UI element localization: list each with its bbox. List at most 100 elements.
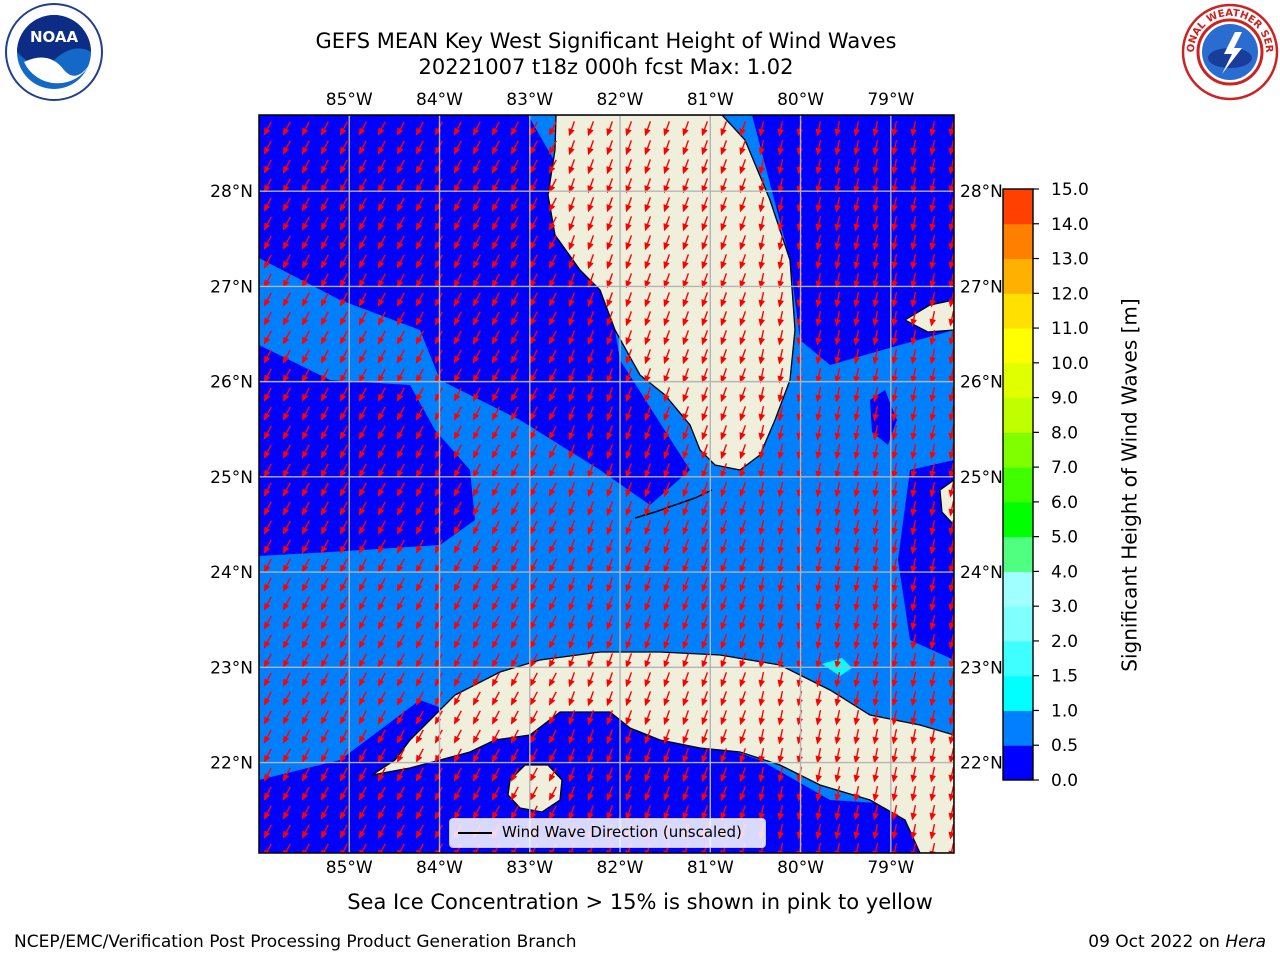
wind-arrow-head (815, 261, 822, 270)
wind-arrow-head (701, 147, 708, 156)
wind-arrow-head (548, 374, 556, 383)
wind-arrow-head (701, 489, 708, 498)
wind-arrow-head (815, 755, 822, 764)
wind-arrow-head (663, 812, 670, 821)
wind-arrow-head (491, 545, 499, 554)
wind-arrow-head (853, 223, 860, 232)
wind-arrow-head (434, 241, 442, 250)
wind-arrow-head (415, 659, 423, 668)
wind-arrow-head (568, 451, 575, 460)
wind-arrow-head (415, 507, 423, 516)
wind-arrow-head (872, 831, 879, 840)
wind-arrow-head (568, 546, 575, 555)
wind-arrow-head (358, 431, 366, 440)
wind-arrow-head (529, 260, 537, 269)
wind-arrow-head (739, 470, 746, 479)
wind-arrow-head (758, 242, 765, 251)
wind-arrow-head (682, 318, 689, 327)
colorbar-tick-label: 7.0 (1051, 458, 1078, 478)
wind-arrow-head (606, 698, 613, 707)
wind-arrow-head (529, 450, 537, 459)
wind-arrow-head (701, 375, 708, 384)
wind-arrow-head (415, 355, 423, 364)
wind-arrow-head (625, 717, 632, 726)
wind-arrow-head (644, 204, 651, 213)
wind-arrow-head (472, 374, 480, 383)
lon-tick-label-bottom: 82°W (597, 858, 644, 878)
lat-tick-label-left: 26°N (210, 373, 253, 393)
wind-arrow-head (320, 583, 328, 592)
wind-arrow-head (548, 279, 556, 288)
wind-arrow-head (644, 793, 651, 802)
wind-arrow-head (510, 792, 518, 801)
wind-arrow (398, 843, 405, 853)
wind-arrow-head (948, 812, 954, 821)
wind-arrow-head (358, 507, 366, 516)
wind-arrow-head (301, 602, 309, 611)
lon-tick-label-top: 84°W (416, 90, 463, 110)
wind-arrow-head (739, 337, 746, 346)
wind-arrow (379, 843, 386, 853)
wind-arrow-head (587, 755, 594, 764)
wind-arrow-head (377, 146, 385, 155)
wind-arrow-head (415, 184, 423, 193)
wind-arrow-head (834, 793, 841, 802)
wind-arrow-head (929, 489, 936, 498)
wind-arrow-head (872, 375, 879, 384)
wind-arrow-head (548, 203, 556, 212)
wind-arrow-head (415, 792, 423, 801)
wind-arrow-head (739, 698, 746, 707)
lon-tick-label-top: 82°W (597, 90, 644, 110)
wind-arrow-head (625, 242, 632, 251)
wind-arrow-head (758, 774, 765, 783)
wind-arrow-head (263, 488, 271, 497)
wind-arrow-head (301, 507, 309, 516)
wind-arrow-head (834, 375, 841, 384)
wind-arrow-head (644, 527, 651, 536)
wind-arrow-head (644, 299, 651, 308)
wind-arrow-head (548, 754, 556, 763)
wind-arrow-head (929, 660, 936, 669)
wind-arrow-head (872, 261, 879, 270)
wind-arrow-head (491, 374, 499, 383)
wind-arrow-head (358, 222, 366, 231)
wind-arrow-head (396, 355, 404, 364)
wind-arrow-head (948, 413, 954, 422)
wind-arrow-head (644, 565, 651, 574)
wind-arrow-head (339, 773, 347, 782)
wind-arrow-head (339, 260, 347, 269)
wind-arrow-head (606, 850, 613, 853)
wind-arrow-head (377, 469, 385, 478)
wind-arrow-head (396, 564, 404, 573)
colorbar-tick-label: 8.0 (1051, 423, 1078, 443)
wind-arrow-head (510, 412, 518, 421)
wind-arrow-head (701, 508, 708, 517)
wind-arrow-head (396, 830, 404, 839)
wind-arrow-head (472, 317, 480, 326)
wind-arrow-head (891, 451, 898, 460)
wind-arrow-head (453, 165, 461, 174)
wind-arrow-head (929, 280, 936, 289)
wind-arrow-head (282, 659, 290, 668)
wind-arrow-head (853, 679, 860, 688)
wind-arrow-head (853, 451, 860, 460)
wind-arrow-head (358, 602, 366, 611)
wind-arrow-head (377, 127, 385, 136)
wind-arrow-head (491, 184, 499, 193)
wind-arrow-head (434, 393, 442, 402)
wind-arrow-head (720, 356, 727, 365)
wind-arrow-head (815, 698, 822, 707)
wind-arrow-head (358, 488, 366, 497)
map-plot-area (259, 115, 954, 853)
wind-arrow-head (872, 717, 879, 726)
wind-arrow-head (948, 774, 954, 783)
wind-arrow-head (358, 336, 366, 345)
wind-arrow-head (815, 242, 822, 251)
wind-arrow-head (682, 603, 689, 612)
wind-arrow-head (720, 546, 727, 555)
wind-arrow-head (396, 773, 404, 782)
wind-arrow-head (301, 621, 309, 630)
wind-arrow-head (434, 165, 442, 174)
colorbar-tick-label: 9.0 (1051, 389, 1078, 409)
colorbar-segment (1003, 745, 1033, 781)
